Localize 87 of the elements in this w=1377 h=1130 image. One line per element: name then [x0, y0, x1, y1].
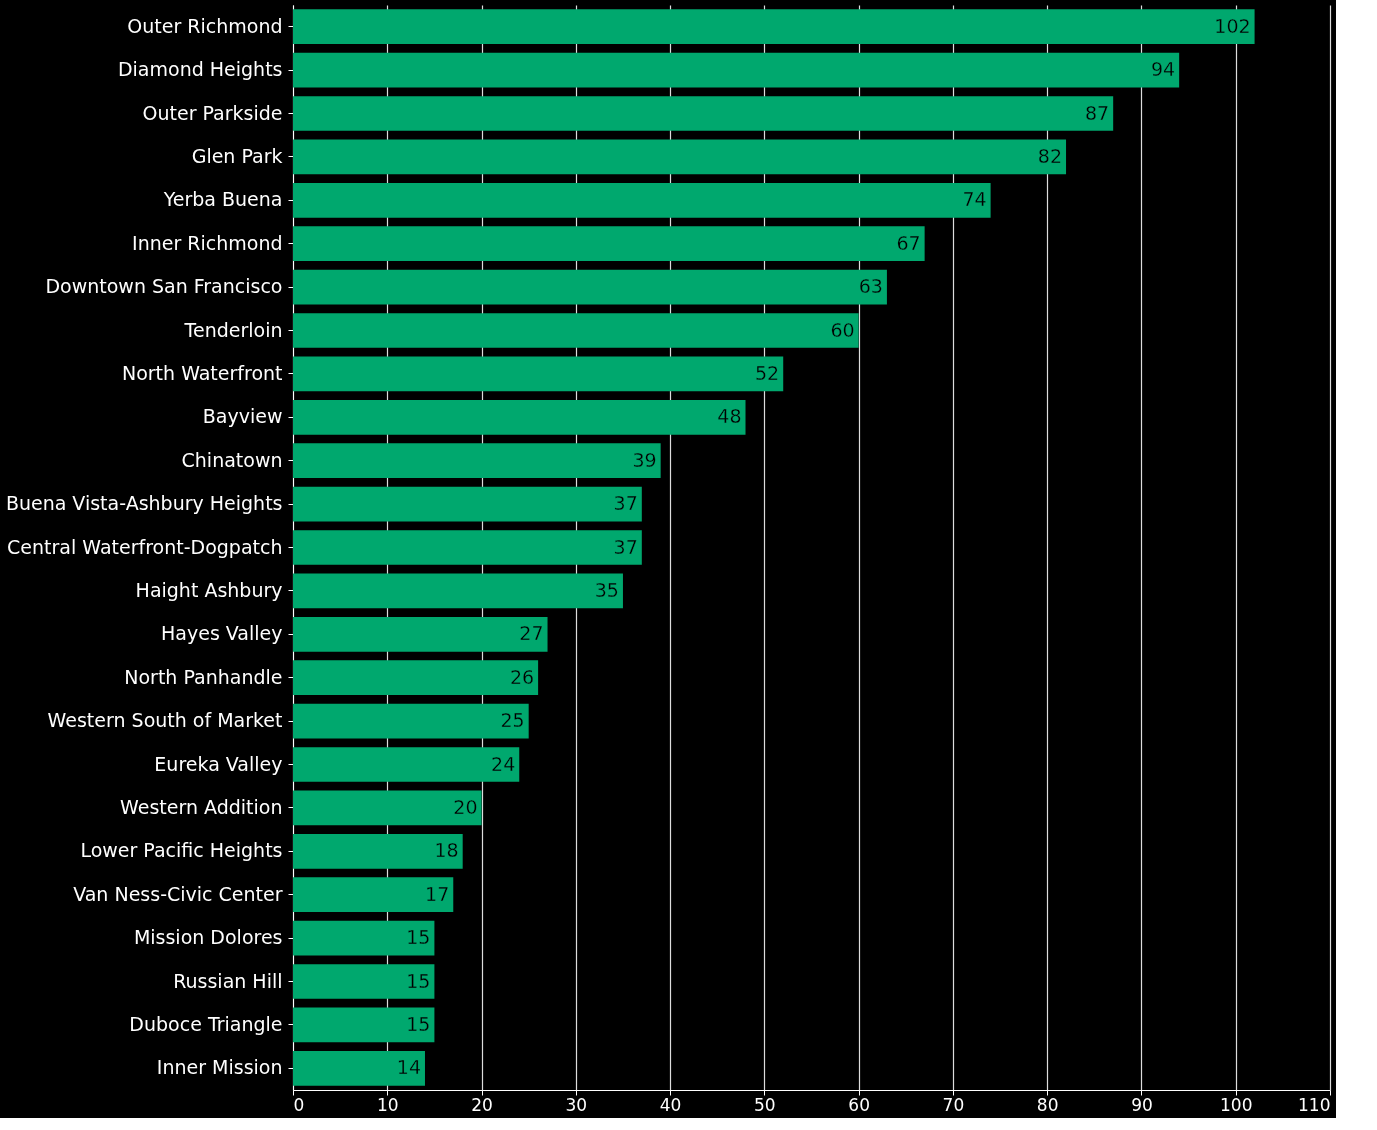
data-label: 15	[406, 926, 431, 949]
data-label: 26	[509, 665, 535, 688]
y-tick-label: Chinatown	[181, 448, 283, 471]
bar	[293, 313, 859, 348]
y-tick-label: Yerba Buena	[162, 188, 283, 211]
y-tick-label: Bayview	[202, 405, 283, 428]
x-tick-label: 60	[848, 1094, 870, 1115]
bar	[293, 96, 1114, 131]
bar	[293, 182, 991, 218]
bar	[293, 964, 435, 999]
x-tick-label: 10	[376, 1094, 399, 1115]
data-label: 35	[594, 578, 619, 601]
data-label: 14	[396, 1056, 421, 1079]
x-tick-label: 50	[754, 1094, 776, 1115]
data-label: 17	[425, 882, 450, 905]
x-tick-label: 30	[565, 1094, 588, 1115]
data-label: 25	[500, 709, 525, 732]
y-tick-label: Eureka Valley	[154, 752, 283, 775]
y-tick-label: Western South of Market	[47, 709, 283, 732]
y-tick-label: Outer Richmond	[127, 14, 283, 37]
bar	[293, 530, 642, 565]
y-tick-label: Russian Hill	[173, 969, 283, 992]
data-label: 67	[896, 231, 921, 254]
data-label: 39	[632, 448, 657, 471]
bar	[293, 139, 1067, 175]
y-tick-label: Van Ness-Civic Center	[73, 882, 283, 905]
data-label: 74	[962, 188, 987, 211]
data-label: 24	[491, 752, 516, 775]
y-tick-label: Glen Park	[191, 144, 283, 167]
y-tick-label: Duboce Triangle	[129, 1012, 283, 1035]
x-tick-label: 110	[1298, 1094, 1331, 1115]
bar	[293, 573, 623, 609]
bar	[293, 920, 435, 956]
data-label: 37	[613, 535, 638, 558]
bar	[293, 703, 529, 739]
bar	[293, 52, 1180, 88]
bar	[293, 269, 887, 305]
y-tick-label: Haight Ashbury	[135, 578, 283, 601]
data-label: 52	[755, 361, 780, 384]
bar	[293, 9, 1255, 45]
data-label: 60	[830, 318, 855, 341]
y-tick-label: Diamond Heights	[117, 58, 283, 81]
data-label: 94	[1150, 58, 1176, 81]
bar	[293, 399, 746, 435]
x-tick-label: 0	[293, 1094, 305, 1115]
bar	[293, 833, 463, 869]
x-tick-label: 90	[1131, 1094, 1153, 1115]
x-tick-label: 100	[1220, 1094, 1253, 1115]
x-tick-label: 20	[471, 1094, 493, 1115]
y-tick-label: Central Waterfront-Dogpatch	[7, 535, 283, 558]
data-label: 37	[613, 492, 638, 515]
bar	[293, 790, 482, 826]
y-tick-label: Hayes Valley	[161, 622, 283, 645]
bar	[293, 1050, 425, 1086]
bar	[293, 443, 661, 479]
y-tick-label: Western Addition	[120, 795, 283, 818]
x-tick-label: 40	[659, 1094, 682, 1115]
bar	[293, 226, 925, 262]
bar	[293, 660, 539, 696]
y-tick-label: Tenderloin	[183, 318, 283, 341]
y-tick-label: Outer Parkside	[142, 101, 283, 124]
data-label: 48	[717, 405, 742, 428]
y-tick-label: Lower Pacific Heights	[80, 839, 283, 862]
y-tick-label: Inner Mission	[156, 1056, 283, 1079]
bar	[293, 747, 520, 782]
data-label: 20	[453, 795, 478, 818]
data-label: 63	[858, 275, 883, 298]
y-tick-label: Downtown San Francisco	[45, 275, 283, 298]
y-tick-label: Mission Dolores	[133, 926, 283, 949]
data-label: 27	[519, 622, 544, 645]
y-tick-label: North Waterfront	[121, 361, 283, 384]
bar	[293, 356, 784, 392]
data-label: 15	[406, 1012, 431, 1035]
data-label: 87	[1084, 101, 1110, 124]
bar	[293, 1007, 435, 1043]
data-label: 15	[406, 969, 431, 992]
bar	[293, 486, 642, 522]
y-tick-label: Buena Vista-Ashbury Heights	[5, 492, 283, 515]
data-label: 82	[1037, 144, 1063, 167]
x-tick-label: 80	[1036, 1094, 1059, 1115]
y-tick-label: North Panhandle	[124, 665, 283, 688]
data-label: 102	[1214, 14, 1251, 37]
y-tick-label: Inner Richmond	[132, 231, 283, 254]
bar	[293, 616, 548, 652]
data-label: 18	[434, 839, 459, 862]
x-tick-label: 70	[942, 1094, 965, 1115]
bar	[293, 877, 454, 913]
